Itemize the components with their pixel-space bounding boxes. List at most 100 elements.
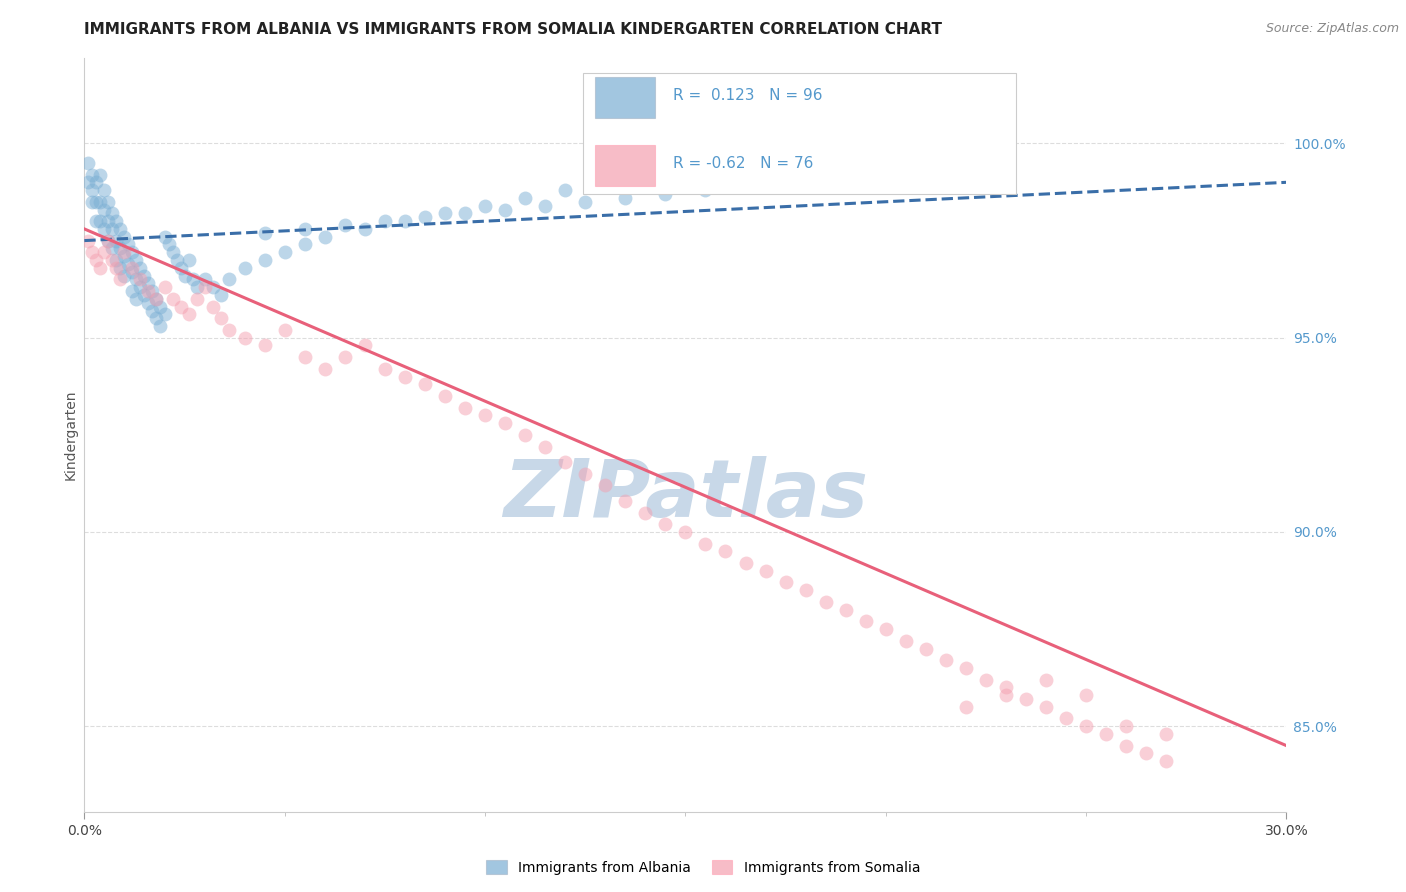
- Point: [97, 194, 120, 209]
- Point: [89, 214, 111, 228]
- Point: [162, 292, 184, 306]
- Point: [134, 268, 156, 283]
- Point: [554, 455, 576, 469]
- Point: [434, 389, 457, 403]
- Point: [209, 311, 232, 326]
- Text: ZIPatlas: ZIPatlas: [503, 456, 868, 534]
- Point: [149, 319, 172, 334]
- Point: [955, 661, 977, 675]
- Point: [201, 280, 224, 294]
- Point: [634, 506, 657, 520]
- Point: [333, 350, 356, 364]
- Point: [515, 427, 537, 442]
- Point: [494, 202, 516, 217]
- Point: [835, 156, 858, 170]
- Point: [734, 556, 756, 570]
- Point: [89, 194, 111, 209]
- Point: [554, 183, 576, 197]
- Point: [1156, 727, 1178, 741]
- Point: [1054, 711, 1077, 725]
- Point: [89, 168, 111, 182]
- Point: [138, 284, 160, 298]
- Point: [145, 311, 167, 326]
- Point: [413, 377, 436, 392]
- Point: [153, 280, 176, 294]
- Point: [494, 416, 516, 430]
- Point: [138, 277, 160, 291]
- Point: [145, 292, 167, 306]
- Point: [141, 284, 163, 298]
- Point: [654, 186, 676, 201]
- Point: [534, 440, 557, 454]
- Point: [93, 183, 115, 197]
- Y-axis label: Kindergarten: Kindergarten: [63, 390, 77, 480]
- Point: [794, 160, 817, 174]
- Point: [86, 252, 108, 267]
- Point: [82, 183, 104, 197]
- Point: [915, 641, 938, 656]
- Point: [1115, 719, 1137, 733]
- Point: [194, 272, 217, 286]
- Bar: [595, 77, 655, 119]
- Point: [595, 478, 617, 492]
- Point: [855, 615, 877, 629]
- Point: [675, 524, 697, 539]
- Point: [97, 214, 120, 228]
- Point: [1135, 747, 1157, 761]
- Point: [1076, 719, 1098, 733]
- Point: [218, 272, 240, 286]
- Point: [775, 575, 797, 590]
- Point: [454, 401, 477, 415]
- Point: [814, 595, 837, 609]
- Point: [675, 171, 697, 186]
- Point: [82, 194, 104, 209]
- Point: [755, 175, 778, 189]
- Point: [169, 300, 191, 314]
- Point: [121, 284, 143, 298]
- Point: [110, 272, 132, 286]
- Point: [121, 260, 143, 275]
- Point: [86, 175, 108, 189]
- Point: [82, 168, 104, 182]
- Point: [434, 206, 457, 220]
- Point: [1095, 727, 1118, 741]
- Point: [121, 245, 143, 260]
- Point: [1115, 739, 1137, 753]
- Point: [97, 234, 120, 248]
- Point: [595, 179, 617, 194]
- Text: Source: ZipAtlas.com: Source: ZipAtlas.com: [1265, 22, 1399, 36]
- Point: [77, 175, 100, 189]
- Point: [101, 206, 124, 220]
- Point: [125, 252, 148, 267]
- Point: [995, 688, 1018, 702]
- Point: [714, 544, 737, 558]
- Point: [294, 237, 316, 252]
- Point: [218, 323, 240, 337]
- Point: [574, 467, 596, 481]
- Point: [110, 260, 132, 275]
- Point: [614, 191, 637, 205]
- Point: [374, 361, 396, 376]
- Point: [125, 272, 148, 286]
- Point: [935, 653, 957, 667]
- Point: [201, 300, 224, 314]
- Point: [1156, 754, 1178, 768]
- Point: [186, 292, 208, 306]
- Point: [134, 288, 156, 302]
- Point: [157, 237, 180, 252]
- Point: [86, 214, 108, 228]
- Point: [169, 260, 191, 275]
- Point: [394, 214, 416, 228]
- FancyBboxPatch shape: [583, 73, 1017, 194]
- Point: [121, 265, 143, 279]
- Legend: Immigrants from Albania, Immigrants from Somalia: Immigrants from Albania, Immigrants from…: [481, 855, 925, 880]
- Point: [755, 564, 778, 578]
- Point: [177, 307, 200, 321]
- Point: [181, 272, 204, 286]
- Point: [1035, 699, 1057, 714]
- Point: [695, 183, 717, 197]
- Point: [875, 622, 897, 636]
- Point: [454, 206, 477, 220]
- Point: [77, 156, 100, 170]
- Point: [253, 252, 276, 267]
